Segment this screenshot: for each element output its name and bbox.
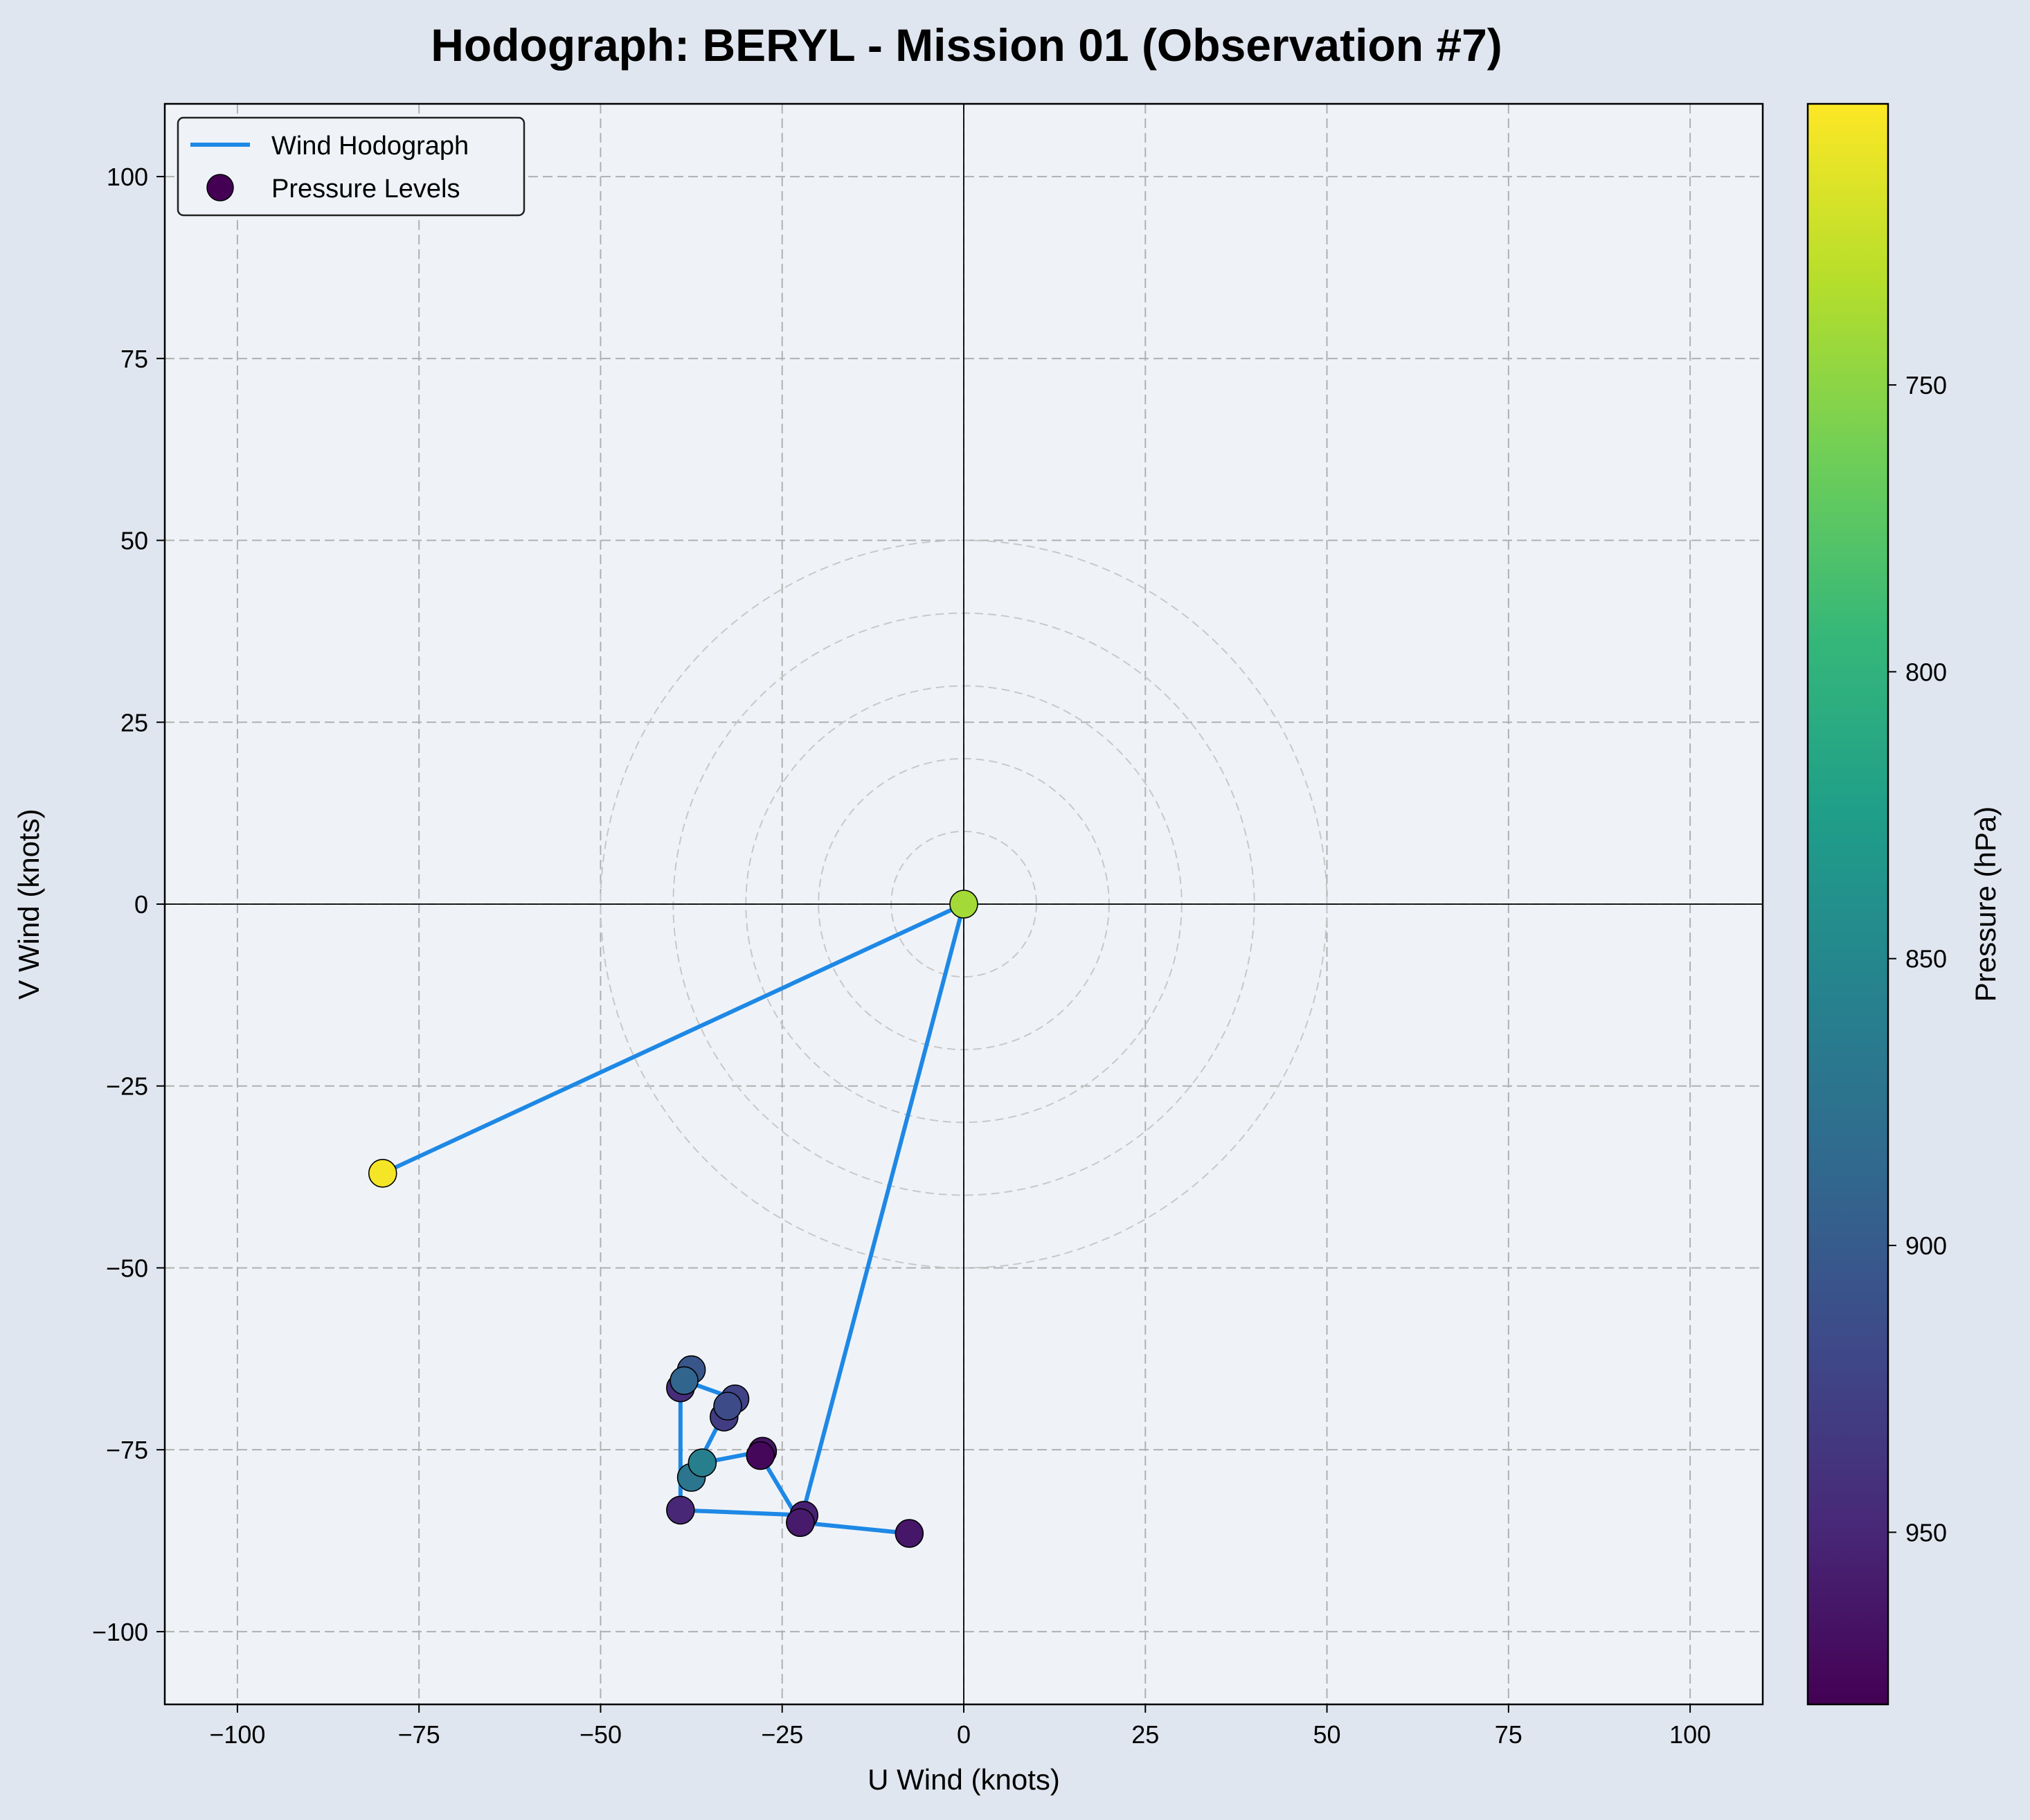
colorbar-tick-label: 850 (1905, 945, 1947, 973)
pressure-level-marker (895, 1519, 924, 1548)
legend-label-marker: Pressure Levels (271, 174, 460, 204)
colorbar-tick-label: 950 (1905, 1518, 1947, 1547)
x-tick-label: 25 (1131, 1720, 1159, 1749)
chart-title: Hodograph: BERYL - Mission 01 (Observati… (431, 19, 1502, 71)
pressure-level-marker (688, 1448, 717, 1477)
x-tick-label: 100 (1669, 1720, 1711, 1749)
x-tick-label: −25 (761, 1720, 803, 1749)
legend-label-line: Wind Hodograph (271, 132, 469, 161)
legend-marker-swatch (206, 174, 234, 201)
y-tick-label: 50 (120, 527, 148, 555)
pressure-markers (368, 890, 978, 1548)
x-tick-label: 75 (1495, 1720, 1522, 1749)
pressure-level-marker (786, 1508, 815, 1538)
pressure-level-marker (713, 1391, 742, 1421)
y-tick-label: −50 (106, 1254, 148, 1282)
y-tick-label: −25 (106, 1072, 148, 1101)
x-tick-label: −75 (398, 1720, 440, 1749)
colorbar-tick-label: 900 (1905, 1232, 1947, 1260)
y-tick-label: 25 (120, 708, 148, 737)
x-axis-label: U Wind (knots) (868, 1763, 1060, 1796)
x-tick-label: 50 (1313, 1720, 1341, 1749)
x-tick-label: −50 (580, 1720, 622, 1749)
x-tick-label: −100 (209, 1720, 265, 1749)
colorbar-ticks: 750 800 850 900 950 (1888, 371, 1947, 1547)
pressure-level-marker (746, 1441, 775, 1470)
colorbar-gradient (1806, 102, 1889, 1706)
colorbar: 750 800 850 900 950 Pressure (hPa) (1806, 102, 2002, 1706)
pressure-level-marker (670, 1366, 699, 1396)
x-tick-label: 0 (957, 1720, 971, 1749)
y-tick-label: 75 (120, 345, 148, 373)
y-ticks: −100 −75 −50 −25 0 25 50 75 100 (92, 163, 165, 1646)
x-ticks: −100 −75 −50 −25 0 25 50 75 100 (209, 1704, 1711, 1749)
y-tick-label: 100 (107, 163, 148, 191)
y-tick-label: −75 (106, 1436, 148, 1464)
pressure-level-marker (368, 1159, 397, 1188)
y-tick-label: 0 (134, 890, 148, 919)
legend: Wind Hodograph Pressure Levels (177, 116, 526, 217)
colorbar-tick-label: 800 (1905, 658, 1947, 686)
colorbar-tick-label: 750 (1905, 371, 1947, 399)
y-axis-label: V Wind (knots) (12, 809, 45, 999)
pressure-level-marker (949, 890, 978, 919)
legend-box (177, 116, 526, 217)
y-tick-label: −100 (92, 1618, 148, 1646)
colorbar-label: Pressure (hPa) (1969, 807, 2002, 1002)
pressure-level-marker (666, 1495, 695, 1525)
